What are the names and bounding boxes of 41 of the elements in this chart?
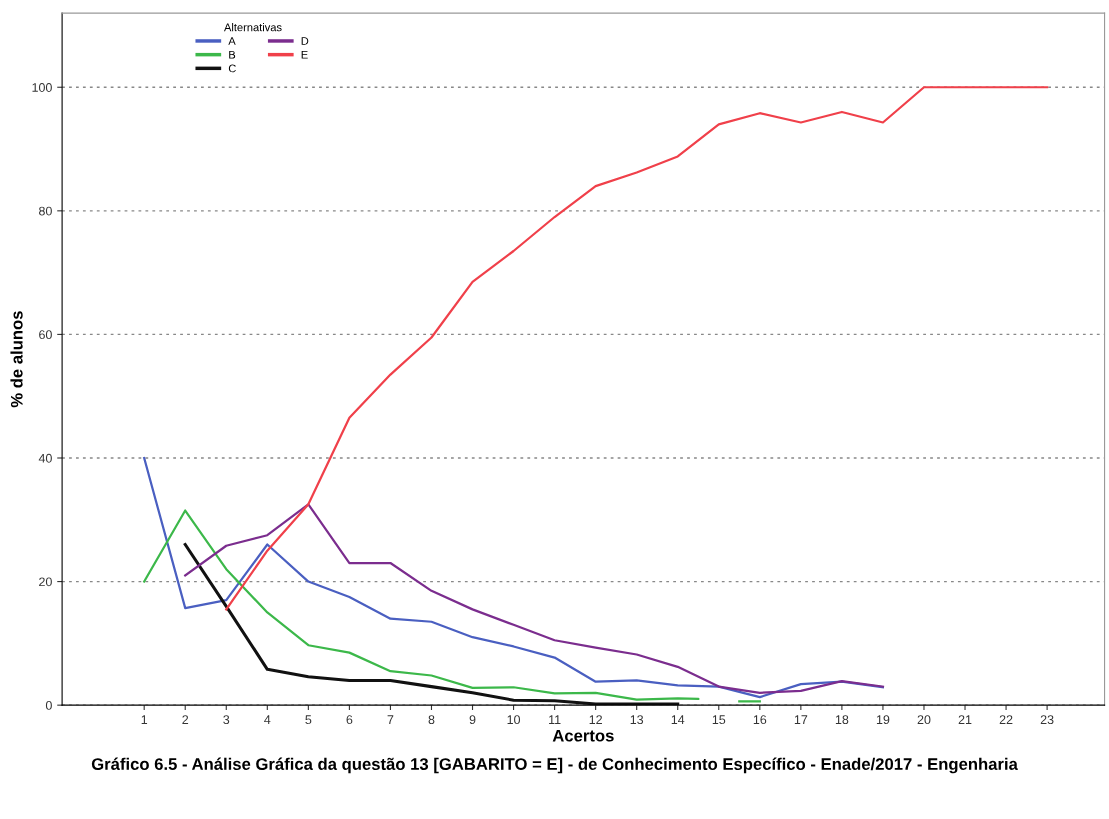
- text: Gráfico 6.5 - Análise Gráfica da questão 13 [GABARITO = E] - de Conhecimento Específico - Enade/2017 - Engenharia: [91, 757, 1018, 774]
- y-tick-label: 60: [39, 330, 52, 340]
- legend-title: Alternativas: [224, 23, 282, 32]
- x-tick-label: 14: [671, 715, 685, 724]
- line-series: [225, 86, 1049, 611]
- x-tick-label: 15: [712, 715, 726, 725]
- x-tick-label: 10: [507, 715, 521, 725]
- x-tick-label: 3: [223, 715, 230, 725]
- x-tick-label: 18: [835, 715, 849, 725]
- x-tick-label: 17: [794, 715, 808, 724]
- x-tick-label: 23: [1040, 715, 1054, 725]
- x-tick-label: 9: [469, 715, 476, 725]
- x-tick-label: 4: [264, 715, 271, 724]
- x-tick-label: 8: [428, 715, 435, 725]
- x-tick-label: 2: [182, 715, 189, 724]
- x-tick-label: 19: [876, 715, 890, 725]
- x-tick-label: 5: [305, 715, 312, 725]
- x-tick-label: 1: [141, 715, 148, 724]
- x-tick-label: 22: [999, 715, 1013, 724]
- y-tick-label: 80: [39, 206, 52, 216]
- legend-label: A: [228, 37, 236, 45]
- x-tick-label: 7: [387, 715, 394, 724]
- x-tick-label: 11: [549, 715, 561, 724]
- y-tick-label: 100: [32, 83, 52, 92]
- legend-label: B: [229, 50, 236, 59]
- legend-label: E: [301, 50, 308, 59]
- y-tick-label: 0: [45, 700, 52, 710]
- legend-label: D: [301, 37, 309, 45]
- x-axis-title: Acertos: [552, 729, 614, 742]
- y-tick-label: 40: [38, 453, 52, 463]
- x-tick-label: 12: [589, 715, 602, 724]
- x-tick-label: 16: [753, 715, 767, 725]
- line-series: [183, 542, 680, 706]
- y-tick-label: 20: [39, 577, 52, 587]
- line-series: [184, 503, 885, 694]
- y-axis-title: % de alunos: [10, 311, 23, 408]
- x-tick-label: 6: [346, 715, 353, 725]
- legend-label: C: [228, 64, 236, 73]
- x-tick-label: 20: [917, 715, 931, 725]
- x-tick-label: 21: [958, 715, 972, 724]
- x-tick-label: 13: [630, 715, 644, 725]
